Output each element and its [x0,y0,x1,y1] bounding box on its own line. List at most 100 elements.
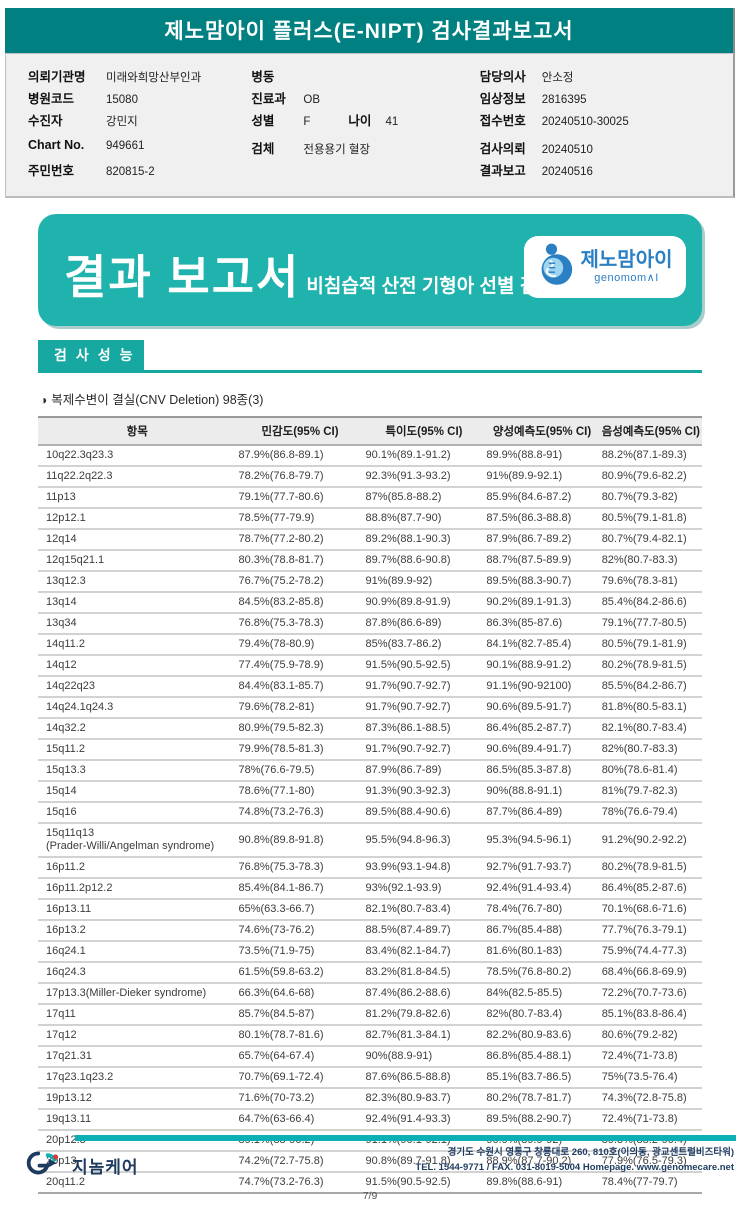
field-ward: 병동 [251,66,479,88]
column-header-item: 항목 [38,416,237,446]
genomecare-mark-icon [26,1150,66,1181]
value-cell: 83.4%(82.1-84.7) [363,941,485,963]
banner-title: 결과 보고서 [64,251,301,303]
value-cell: 82%(80.7-83.3) [599,550,702,572]
value-cell: 87.6%(86.5-88.8) [363,1067,485,1089]
info-column-middle: 병동 진료과 OB 성별 F 나이 41 검체 전용용기 혈장 [251,66,479,182]
item-cell: 12q15q21.1 [38,550,237,572]
item-cell: 16p11.2 [38,857,237,879]
value-cell: 95.3%(94.5-96.1) [484,823,600,858]
result-banner: 결과 보고서 비침습적 산전 기형아 선별 검사 제노맘아이 genomom∧I [38,214,702,326]
table-caption: ◑ 복제수변이 결실(CNV Deletion) 98종(3) [40,389,740,408]
value-cell: 85.5%(84.2-86.7) [599,676,702,698]
field-value: F [303,116,311,128]
table-row: 16p11.2 76.8%(75.3-78.3) 93.9%(93.1-94.8) 9… [38,857,702,879]
value-cell: 84.5%(83.2-85.8) [236,592,364,614]
value-cell: 93.9%(93.1-94.8) [363,857,485,879]
value-cell: 81.6%(80.1-83) [484,941,600,963]
item-cell: 14q24.1q24.3 [38,697,237,719]
logo-english-name: genomom∧I [594,272,659,284]
value-cell: 91.5%(90.5-92.5) [363,1172,485,1194]
column-header-ppv: 양성예측도(95% CI) [484,416,600,446]
footer-teal-bar [75,1135,736,1141]
item-cell: 17q12 [38,1025,237,1047]
value-cell: 80.1%(78.7-81.6) [236,1025,364,1047]
value-cell: 77.9%(76.5-79.3) [599,1151,702,1173]
field-value: 20240516 [541,166,593,178]
table-row: 14q11.2 79.4%(78-80.9) 85%(83.7-86.2) 84.1%… [38,634,702,656]
item-cell: 19q13.11 [38,1109,237,1131]
footer-address-line2: TEL. 1544-9771 / FAX. 031-8019-5004 Home… [415,1161,734,1173]
table-row: 11p13 79.1%(77.7-80.6) 87%(85.8-88.2) 85.9%… [38,487,702,509]
field-label: 결과보고 [479,164,526,178]
value-cell: 72.4%(71-73.8) [599,1046,702,1068]
value-cell: 92.4%(91.4-93.3) [363,1109,485,1131]
value-cell: 87.9%(86.7-89.2) [484,529,600,551]
value-cell: 87.9%(86.7-89) [363,760,485,782]
table-row: 17p13.3(Miller-Dieker syndrome) 66.3%(64.… [38,983,702,1005]
table-caption-text: 복제수변이 결실(CNV Deletion) 98종(3) [51,393,264,407]
field-label: 병원코드 [28,92,75,106]
value-cell: 79.1%(77.7-80.5) [599,613,702,635]
table-header-row: 항목 민감도(95% CI) 특이도(95% CI) 양성예측도(95% CI)… [38,416,702,446]
value-cell: 80%(78.6-81.4) [599,760,702,782]
value-cell: 86.4%(85.2-87.6) [599,878,702,900]
value-cell: 89.9%(88.8-91) [484,445,600,467]
value-cell: 78.5%(76.8-80.2) [484,962,600,984]
value-cell: 91.7%(90.7-92.7) [363,697,485,719]
value-cell: 90%(88.8-91.1) [484,781,600,803]
item-cell: 11q22.2q22.3 [38,466,237,488]
item-cell: 10q22.3q23.3 [38,445,237,467]
field-value: 안소정 [541,72,574,84]
field-label: 검사의뢰 [479,142,526,156]
value-cell: 88.2%(87.1-89.3) [599,445,702,467]
value-cell: 79.9%(78.5-81.3) [236,739,364,761]
value-cell: 85.4%(84.1-86.7) [236,878,364,900]
value-cell: 92.3%(91.3-93.2) [363,466,485,488]
table-row: 14q24.1q24.3 79.6%(78.2-81) 91.7%(90.7-92.… [38,697,702,719]
table-row: 14q12 77.4%(75.9-78.9) 91.5%(90.5-92.5) 90.… [38,655,702,677]
value-cell: 78%(76.6-79.4) [599,802,702,824]
value-cell: 78.5%(77-79.9) [236,508,364,530]
footer-address-line1: 경기도 수원시 영통구 창룡대로 260, 810호(이의동, 광교센트럴비즈타… [447,1147,734,1158]
field-chart-no: Chart No. 949661 [28,138,251,160]
value-cell: 84%(82.5-85.5) [484,983,600,1005]
genomecare-company-name: 지놈케어 [72,1158,139,1177]
field-clinical-info: 임상정보 2816395 [480,88,723,110]
value-cell: 61.5%(59.8-63.2) [236,962,364,984]
item-cell: 14q11.2 [38,634,237,656]
value-cell: 82.1%(80.7-83.4) [363,899,485,921]
field-value: 15080 [106,94,138,106]
item-cell: 14q12 [38,655,237,677]
field-label: 검체 [251,142,275,156]
table-row: 15q16 74.8%(73.2-76.3) 89.5%(88.4-90.6) 87.… [38,802,702,824]
field-value: 20240510-30025 [541,116,629,128]
field-resident-id: 주민번호 820815-2 [28,160,251,182]
field-label: 병동 [251,70,275,84]
table-row: 17q23.1q23.2 70.7%(69.1-72.4) 87.6%(86.5-8… [38,1067,702,1089]
field-value: 949661 [106,140,145,152]
table-row: 15q11.2 79.9%(78.5-81.3) 91.7%(90.7-92.7) 9… [38,739,702,761]
item-cell: 17q23.1q23.2 [38,1067,237,1089]
field-label: 진료과 [251,92,286,106]
item-cell: 16p11.2p12.2 [38,878,237,900]
table-row: 15q11q13 (Prader-Willi/Angelman syndrome… [38,823,702,858]
value-cell: 79.6%(78.2-81) [236,697,364,719]
field-label: 담당의사 [479,70,526,84]
table-row: 17q12 80.1%(78.7-81.6) 82.7%(81.3-84.1) 82.… [38,1025,702,1047]
value-cell: 89.5%(88.2-90.7) [484,1109,600,1131]
item-cell: 12q14 [38,529,237,551]
value-cell: 80.5%(79.1-81.8) [599,508,702,530]
table-row: 17q11 85.7%(84.5-87) 81.2%(79.8-82.6) 82%(8… [38,1004,702,1026]
value-cell: 76.7%(75.2-78.2) [236,571,364,593]
value-cell: 74.2%(72.7-75.8) [236,1151,364,1173]
value-cell: 80.5%(79.1-81.9) [599,634,702,656]
value-cell: 91%(89.9-92) [363,571,485,593]
performance-table-body: 10q22.3q23.3 87.9%(86.8-89.1) 90.1%(89.1-9… [38,445,702,1194]
table-row: 13q34 76.8%(75.3-78.3) 87.8%(86.6-89) 86.3%… [38,613,702,635]
field-label: 주민번호 [28,164,75,178]
banner-text-group: 결과 보고서 비침습적 산전 기형아 선별 검사 [64,254,555,300]
field-patient: 수진자 강민지 [28,110,251,132]
value-cell: 80.9%(79.5-82.3) [236,718,364,740]
